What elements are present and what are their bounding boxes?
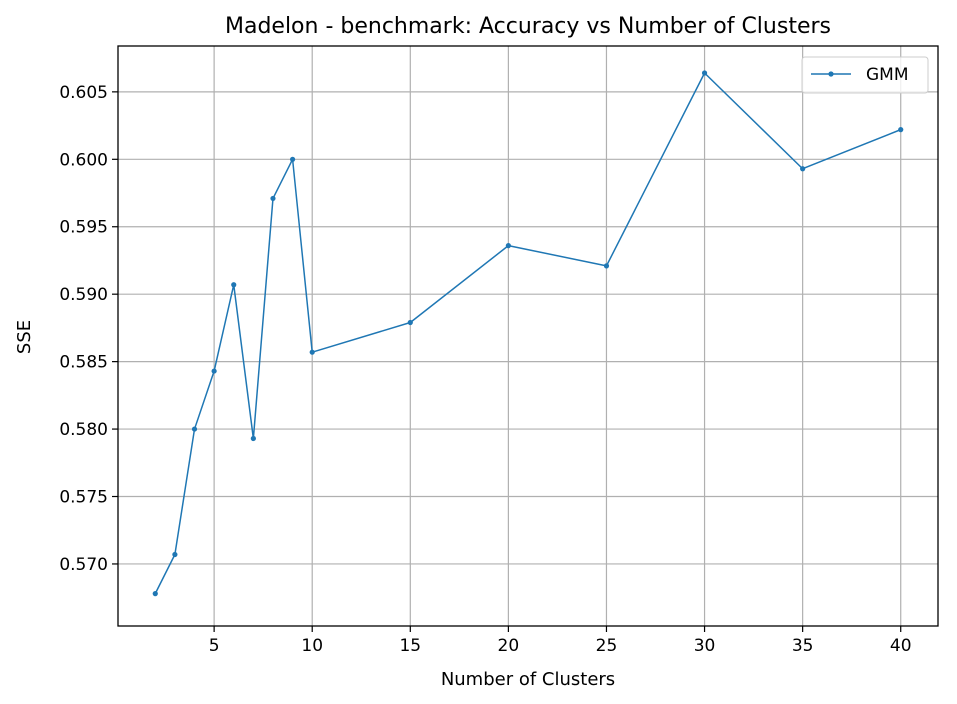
legend-label-gmm: GMM [866, 65, 909, 85]
x-tick-label: 5 [209, 636, 220, 656]
x-tick-label: 20 [498, 636, 520, 656]
data-point [191, 426, 198, 432]
y-axis-ticks: 0.570 0.575 0.580 0.585 0.590 0.595 0.600 0.605 [59, 83, 118, 575]
data-point [231, 282, 237, 288]
data-point [309, 349, 315, 355]
data-point [289, 156, 296, 162]
y-tick-label: 0.570 [59, 555, 108, 575]
data-point [603, 263, 610, 269]
data-point [270, 195, 276, 202]
legend-box [801, 56, 929, 94]
y-tick-label: 0.600 [59, 150, 108, 170]
y-tick-label: 0.605 [59, 83, 108, 103]
legend: GMM [801, 56, 929, 94]
chart-title: Madelon - benchmark: Accuracy vs Number … [225, 14, 831, 39]
legend-marker-gmm [828, 71, 834, 77]
series-layer [152, 70, 904, 597]
x-tick-label: 15 [399, 636, 421, 656]
x-axis-label: Number of Clusters [441, 669, 615, 690]
y-tick-label: 0.590 [59, 285, 108, 305]
y-axis-label: SSE [14, 320, 35, 354]
x-tick-label: 35 [792, 636, 814, 656]
data-point [701, 70, 708, 76]
y-tick-label: 0.585 [59, 353, 108, 373]
data-point [250, 435, 256, 442]
data-point [898, 127, 904, 133]
x-tick-label: 10 [301, 636, 323, 656]
data-point [172, 551, 178, 558]
y-tick-label: 0.575 [59, 488, 108, 508]
x-tick-label: 40 [890, 636, 912, 656]
data-point [407, 319, 413, 326]
plot-frame [117, 45, 939, 627]
data-point [505, 243, 511, 249]
x-tick-label: 25 [596, 636, 618, 656]
data-point [800, 166, 806, 172]
y-tick-label: 0.595 [59, 218, 108, 238]
x-axis-ticks: 5 10 15 20 25 30 35 40 [209, 626, 912, 656]
x-tick-label: 30 [694, 636, 716, 656]
y-tick-label: 0.580 [59, 420, 108, 440]
data-point [152, 591, 158, 597]
data-point [211, 368, 217, 374]
